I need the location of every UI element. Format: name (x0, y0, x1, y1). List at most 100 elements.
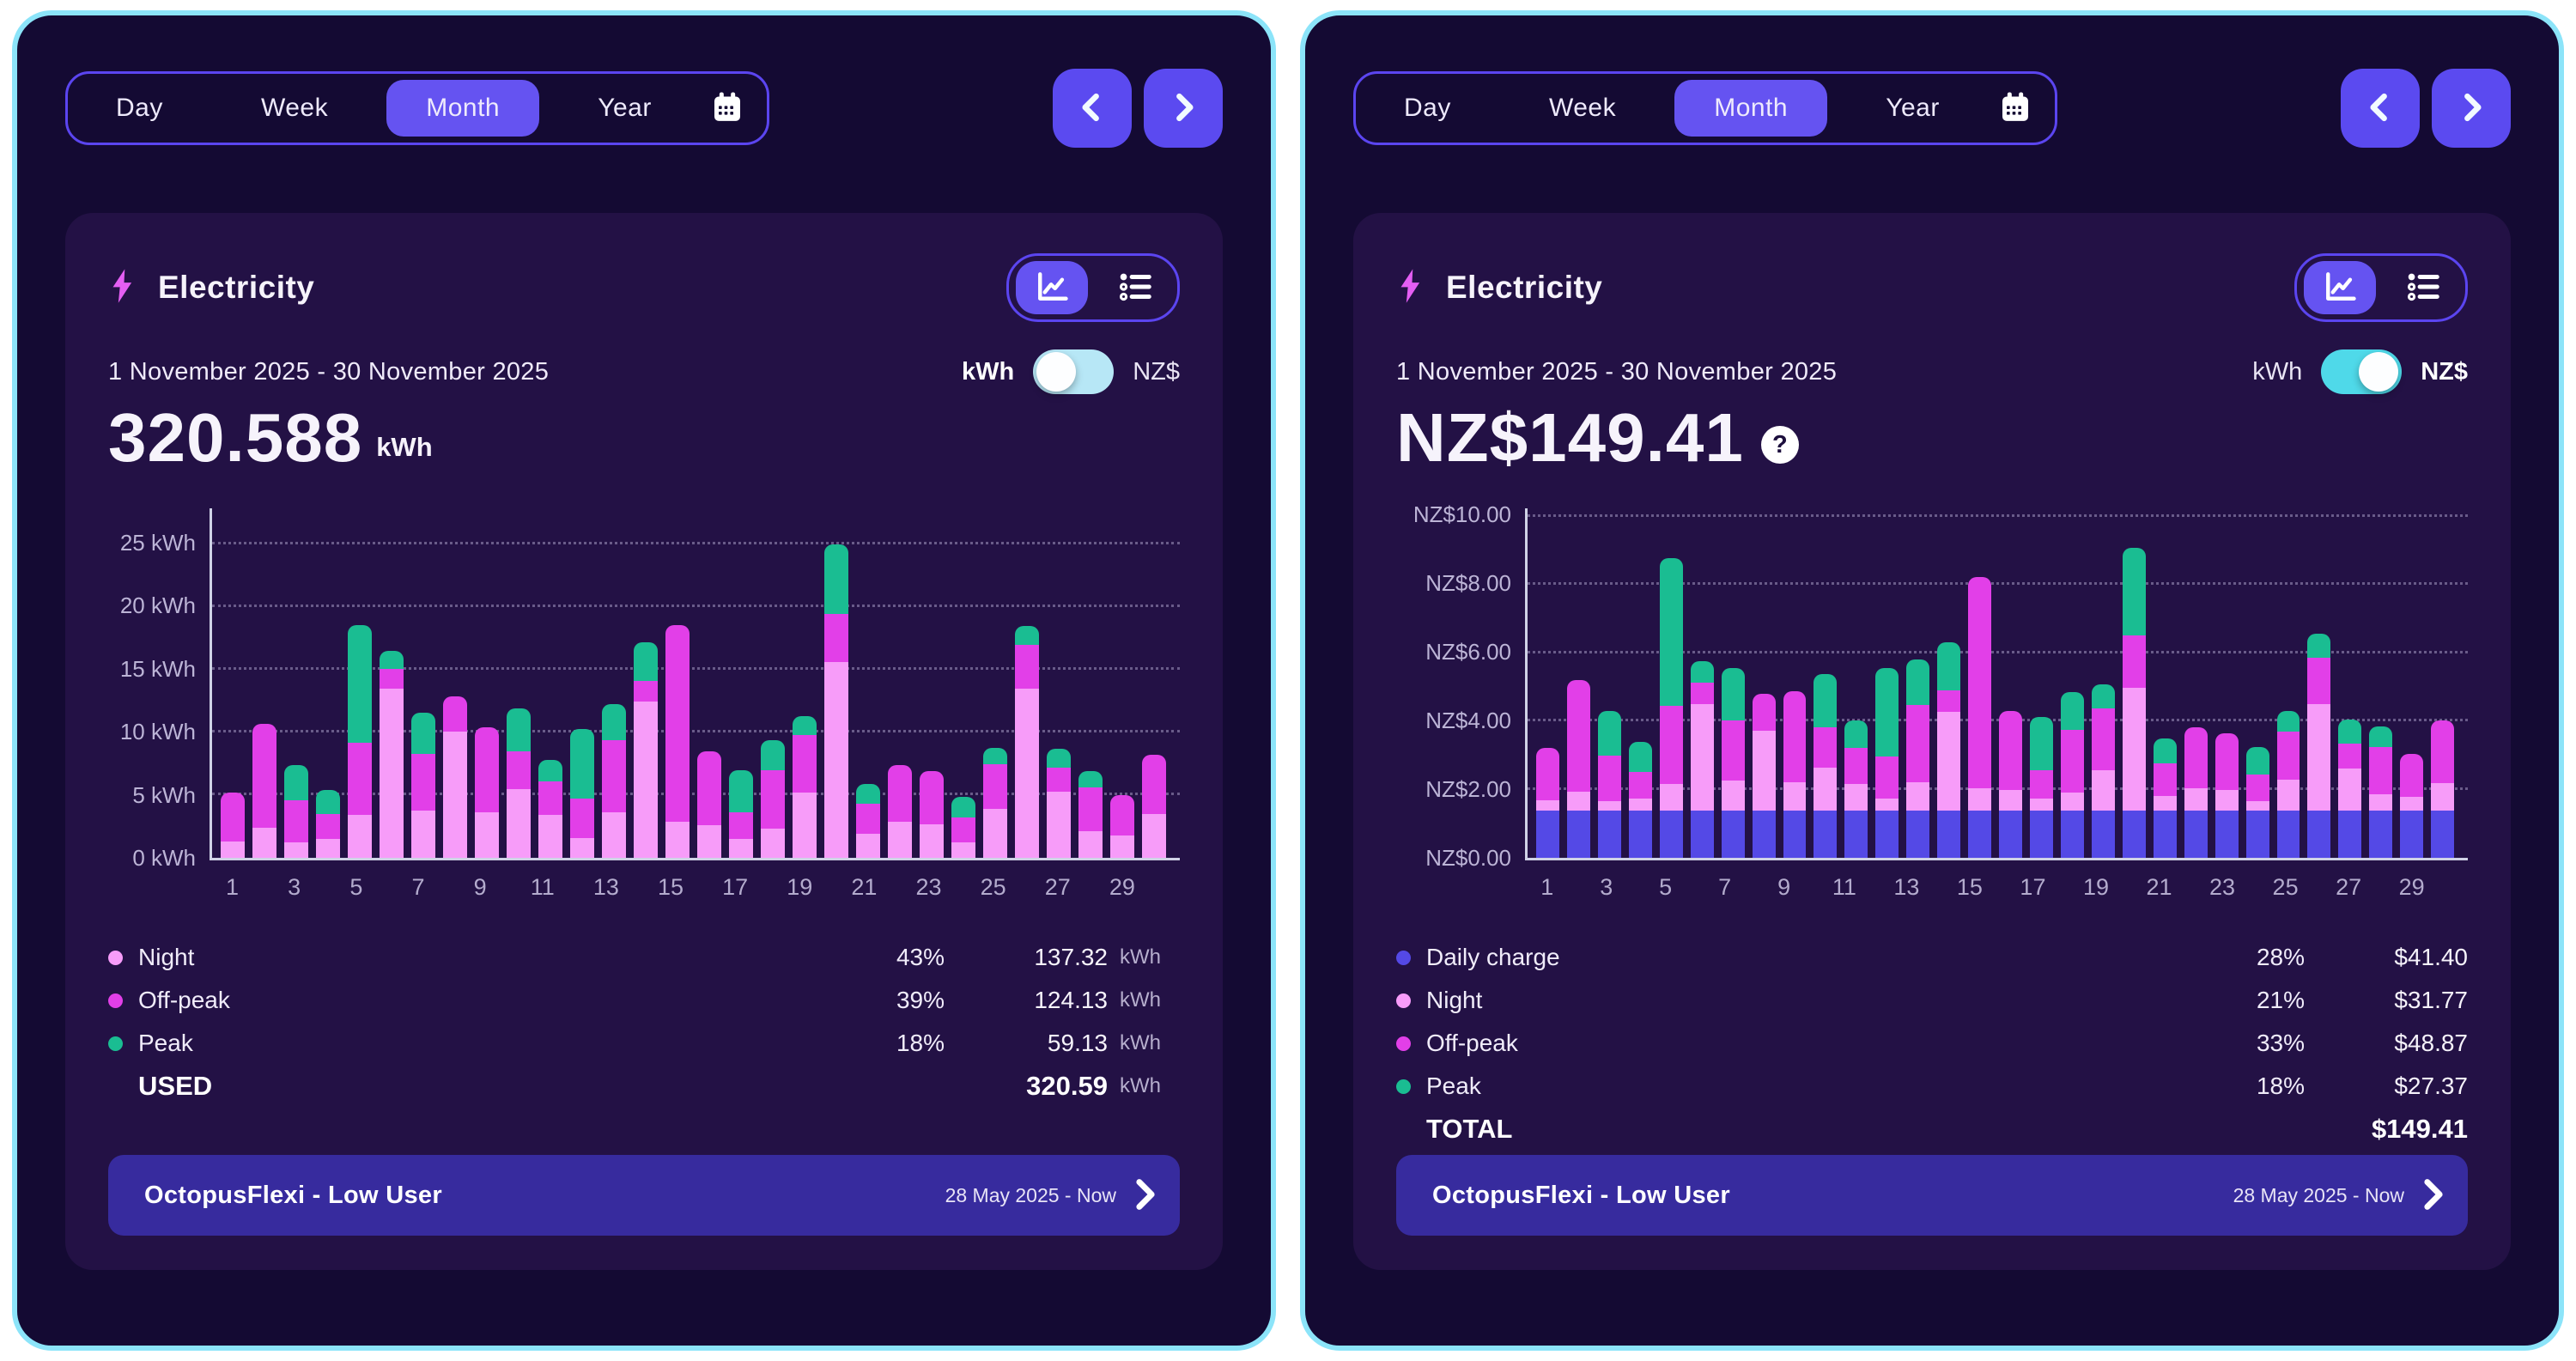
bar-day-26[interactable] (2307, 634, 2331, 858)
list-view-button[interactable] (2386, 261, 2458, 314)
y-axis-tick-label: 25 kWh (119, 529, 196, 556)
total-usage-value: 320.588 (108, 399, 363, 476)
bar-day-29[interactable] (1110, 795, 1134, 858)
tab-year[interactable]: Year (1846, 80, 1979, 137)
help-icon[interactable]: ? (1760, 426, 1799, 464)
bar-day-17[interactable] (2030, 717, 2053, 858)
bar-day-6[interactable] (380, 651, 404, 858)
bar-day-7[interactable] (411, 712, 435, 858)
bar-day-10[interactable] (1814, 673, 1838, 858)
prev-period-button[interactable] (1053, 69, 1132, 148)
unit-switch[interactable] (2321, 349, 2403, 394)
tab-month[interactable]: Month (1674, 80, 1828, 137)
bar-segment-off-peak (1110, 795, 1134, 835)
bar-day-16[interactable] (697, 751, 721, 858)
bar-day-10[interactable] (507, 708, 531, 858)
bar-day-19[interactable] (793, 716, 817, 858)
bar-segment-off-peak (2307, 657, 2331, 705)
bar-day-7[interactable] (1721, 668, 1745, 858)
bar-day-12[interactable] (1875, 668, 1899, 858)
bar-day-20[interactable] (2122, 548, 2146, 858)
tab-day[interactable]: Day (1364, 80, 1491, 137)
bar-day-27[interactable] (1047, 749, 1071, 858)
calendar-button[interactable] (710, 90, 744, 127)
bar-day-22[interactable] (2184, 727, 2208, 858)
bar-segment-off-peak (1659, 706, 1683, 784)
bar-day-2[interactable] (252, 723, 276, 858)
bar-day-30[interactable] (1142, 755, 1166, 858)
next-period-button[interactable] (1144, 69, 1223, 148)
bar-day-1[interactable] (1536, 748, 1559, 858)
tab-day[interactable]: Day (76, 80, 203, 137)
bar-day-24[interactable] (951, 796, 975, 858)
plan-button[interactable]: OctopusFlexi - Low User 28 May 2025 - No… (1396, 1155, 2468, 1236)
bar-day-2[interactable] (1566, 680, 1590, 858)
bar-day-18[interactable] (761, 739, 785, 858)
bar-day-14[interactable] (1937, 641, 1961, 858)
bar-day-21[interactable] (856, 783, 880, 858)
calendar-button[interactable] (1998, 90, 2032, 127)
bar-day-1[interactable] (221, 793, 245, 858)
bar-day-25[interactable] (983, 747, 1007, 858)
tab-week[interactable]: Week (1510, 80, 1656, 137)
bar-day-22[interactable] (888, 765, 912, 858)
prev-period-button[interactable] (2341, 69, 2420, 148)
bar-day-30[interactable] (2431, 720, 2455, 858)
bar-day-23[interactable] (920, 771, 944, 858)
bar-day-28[interactable] (1078, 771, 1103, 858)
bar-day-18[interactable] (2060, 691, 2084, 858)
bar-day-17[interactable] (729, 769, 753, 858)
tab-year[interactable]: Year (558, 80, 691, 137)
unit-switch[interactable] (1033, 349, 1115, 394)
legend-row-offpeak: Off-peak 39% 124.13 kWh (108, 979, 1180, 1022)
bar-day-11[interactable] (538, 760, 562, 858)
total-cost-value: NZ$149.41 (1396, 399, 1744, 476)
bar-segment-peak (1875, 668, 1899, 757)
bar-segment-night (1721, 781, 1745, 811)
chart-view-button[interactable] (1016, 261, 1088, 314)
bar-segment-daily-charge (1597, 811, 1621, 858)
x-axis-label (1014, 874, 1037, 912)
bar-day-5[interactable] (348, 624, 372, 858)
bar-day-20[interactable] (824, 544, 848, 858)
bar-day-6[interactable] (1690, 660, 1714, 859)
list-view-button[interactable] (1098, 261, 1170, 314)
bar-day-11[interactable] (1844, 720, 1868, 858)
x-axis-label (1078, 874, 1102, 912)
chart-view-button[interactable] (2304, 261, 2376, 314)
bar-day-4[interactable] (316, 790, 340, 858)
bar-day-19[interactable] (2091, 684, 2115, 858)
bar-day-13[interactable] (1906, 659, 1930, 858)
bar-day-27[interactable] (2338, 720, 2362, 858)
bar-day-14[interactable] (634, 642, 658, 858)
bar-day-21[interactable] (2153, 738, 2177, 858)
bar-day-13[interactable] (602, 703, 626, 858)
next-period-button[interactable] (2432, 69, 2511, 148)
bar-day-23[interactable] (2215, 733, 2239, 858)
bar-day-4[interactable] (1628, 742, 1652, 858)
tab-month[interactable]: Month (386, 80, 540, 137)
bar-day-26[interactable] (1015, 626, 1039, 858)
bar-day-9[interactable] (475, 727, 499, 858)
bar-day-3[interactable] (284, 765, 308, 858)
bar-day-28[interactable] (2369, 726, 2393, 858)
bar-segment-night (2184, 787, 2208, 811)
bar-segment-night (2215, 789, 2239, 811)
bar-day-25[interactable] (2276, 711, 2300, 858)
bar-day-12[interactable] (570, 728, 594, 858)
bar-day-8[interactable] (443, 696, 467, 858)
legend: Daily charge 28% $41.40 Night 21% $31.77… (1396, 936, 2468, 1151)
bar-day-16[interactable] (1999, 711, 2022, 858)
bar-day-9[interactable] (1783, 690, 1807, 858)
bar-day-29[interactable] (2400, 753, 2424, 859)
bar-segment-night (729, 839, 753, 858)
x-axis-label: 23 (915, 874, 942, 900)
tab-week[interactable]: Week (222, 80, 368, 137)
bar-day-24[interactable] (2245, 747, 2269, 858)
bar-day-8[interactable] (1752, 693, 1776, 858)
plan-button[interactable]: OctopusFlexi - Low User 28 May 2025 - No… (108, 1155, 1180, 1236)
bar-day-15[interactable] (1968, 577, 1992, 858)
bar-day-5[interactable] (1659, 557, 1683, 858)
bar-day-15[interactable] (665, 624, 690, 858)
bar-day-3[interactable] (1597, 711, 1621, 858)
